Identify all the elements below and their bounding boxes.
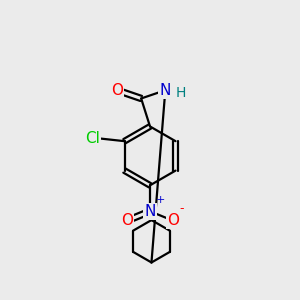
- Text: -: -: [179, 202, 184, 215]
- Text: N: N: [160, 83, 171, 98]
- Text: N: N: [144, 204, 156, 219]
- Text: Cl: Cl: [85, 131, 100, 146]
- Text: O: O: [167, 213, 179, 228]
- Text: +: +: [156, 195, 165, 206]
- Text: O: O: [121, 213, 133, 228]
- Text: H: H: [176, 85, 186, 100]
- Text: O: O: [111, 83, 123, 98]
